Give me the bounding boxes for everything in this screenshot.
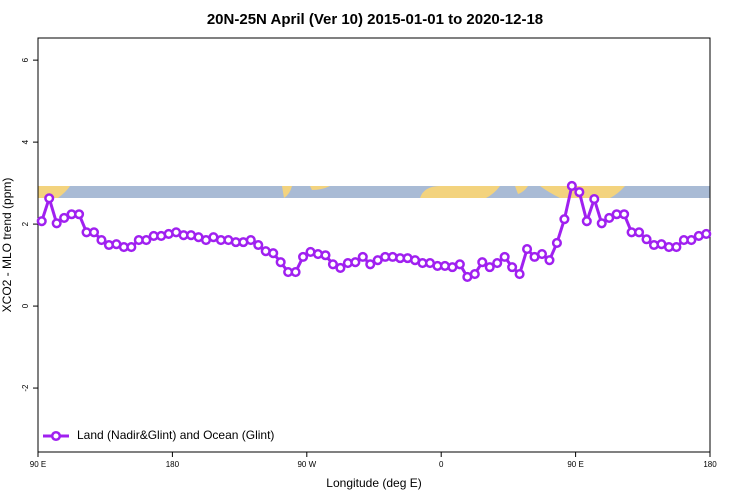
data-point xyxy=(126,241,137,253)
data-point xyxy=(507,262,518,273)
data-point xyxy=(290,267,301,278)
y-tick-label: 6 xyxy=(21,57,30,62)
data-point xyxy=(574,187,585,198)
data-point xyxy=(469,269,480,280)
data-point xyxy=(298,251,309,262)
data-point xyxy=(566,180,577,192)
data-point xyxy=(335,262,346,274)
data-point xyxy=(619,209,630,220)
land-patch xyxy=(310,186,330,190)
data-point xyxy=(327,259,338,270)
land-patch xyxy=(282,186,292,198)
data-point xyxy=(245,235,256,246)
data-point xyxy=(492,257,503,269)
data-point xyxy=(320,250,331,261)
data-point xyxy=(559,214,570,225)
land-patch xyxy=(515,186,528,194)
data-point xyxy=(350,257,361,268)
y-tick-label: 2 xyxy=(21,221,30,226)
legend-label: Land (Nadir&Glint) and Ocean (Glint) xyxy=(77,428,274,442)
data-point xyxy=(454,259,465,270)
plot-frame xyxy=(37,37,711,453)
data-point xyxy=(634,227,645,238)
legend-marker xyxy=(50,430,62,442)
data-point xyxy=(59,212,70,223)
x-tick-label: 90 E xyxy=(30,460,46,469)
x-tick-label: 0 xyxy=(439,460,444,469)
data-point xyxy=(365,259,376,270)
data-point xyxy=(141,235,152,246)
data-point xyxy=(522,244,533,255)
data-point xyxy=(514,269,525,280)
data-point xyxy=(88,227,100,238)
y-axis-label: XCO2 - MLO trend (ppm) xyxy=(0,178,14,313)
data-point xyxy=(44,193,55,204)
data-point xyxy=(536,248,548,260)
x-axis-label: Longitude (deg E) xyxy=(326,476,421,490)
x-tick-label: 180 xyxy=(703,460,717,469)
ocean-band xyxy=(38,186,710,198)
data-point xyxy=(551,237,562,249)
y-tick-label: 0 xyxy=(21,303,30,308)
data-point xyxy=(51,218,62,229)
data-point xyxy=(499,251,510,262)
y-tick-label: -2 xyxy=(21,384,30,392)
data-point xyxy=(671,241,682,253)
data-point xyxy=(96,235,107,246)
data-point xyxy=(74,209,85,220)
data-point xyxy=(544,255,555,266)
chart-title: 20N-25N April (Ver 10) 2015-01-01 to 202… xyxy=(207,11,543,28)
data-point xyxy=(275,257,286,268)
data-point xyxy=(253,239,264,251)
data-point xyxy=(36,216,47,227)
data-point xyxy=(686,235,697,246)
data-point xyxy=(268,248,279,259)
data-point xyxy=(581,216,592,227)
x-tick-label: 90 E xyxy=(567,460,583,469)
data-point xyxy=(589,194,600,205)
data-point xyxy=(701,228,712,239)
data-point xyxy=(604,212,615,223)
data-point xyxy=(596,218,607,229)
map-strip xyxy=(38,186,710,198)
y-tick-label: 4 xyxy=(21,139,30,144)
land-patch xyxy=(420,186,500,198)
data-point xyxy=(641,234,652,245)
x-tick-label: 180 xyxy=(166,460,180,469)
x-tick-label: 90 W xyxy=(297,460,316,469)
data-point xyxy=(357,251,368,262)
data-point xyxy=(477,257,488,268)
data-point xyxy=(484,262,495,273)
